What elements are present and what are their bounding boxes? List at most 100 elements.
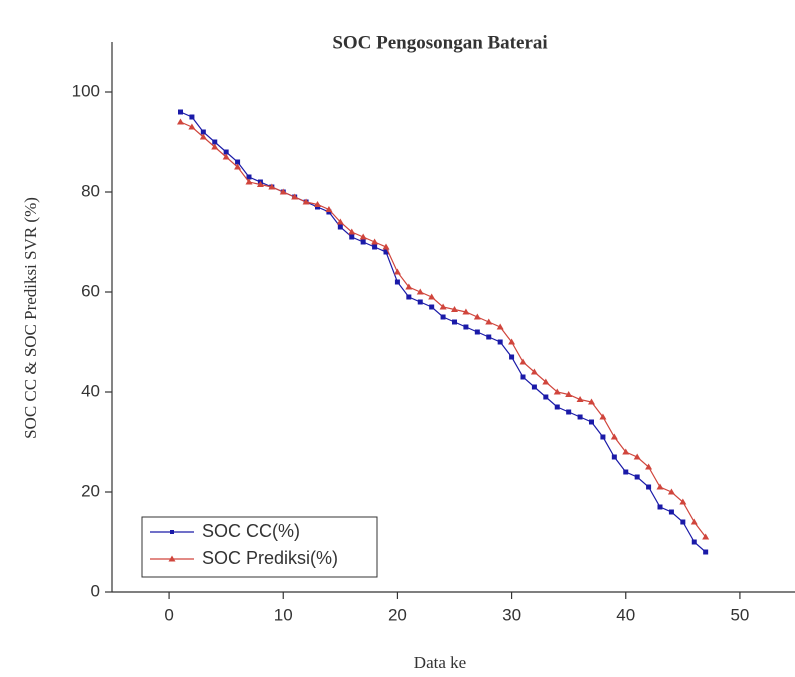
marker <box>371 238 379 245</box>
y-tick-label: 80 <box>81 181 100 200</box>
marker <box>405 283 413 290</box>
marker <box>703 549 709 555</box>
marker <box>566 409 572 415</box>
marker <box>393 268 401 275</box>
marker <box>530 368 538 375</box>
marker <box>451 306 458 312</box>
marker <box>222 153 230 160</box>
marker <box>223 149 229 155</box>
marker <box>610 433 618 440</box>
marker <box>520 374 526 380</box>
x-tick-label: 20 <box>388 605 407 624</box>
marker <box>473 313 481 320</box>
marker <box>576 396 584 402</box>
marker <box>497 339 503 345</box>
x-axis-label: Data ke <box>414 653 466 672</box>
marker <box>348 228 356 235</box>
marker <box>452 319 457 325</box>
legend-label: SOC Prediksi(%) <box>202 548 338 568</box>
marker <box>657 504 663 510</box>
y-tick-label: 40 <box>81 381 100 400</box>
marker <box>623 469 629 475</box>
legend-box <box>141 516 378 578</box>
legend-marker <box>168 555 176 562</box>
marker <box>690 518 698 525</box>
marker <box>462 308 470 315</box>
marker <box>599 413 607 420</box>
series-line <box>180 111 707 553</box>
marker <box>382 243 390 250</box>
marker <box>234 163 242 170</box>
marker <box>429 304 435 310</box>
marker <box>440 314 446 320</box>
marker <box>200 129 206 135</box>
marker <box>268 183 276 190</box>
marker <box>302 198 310 205</box>
marker <box>439 303 447 310</box>
marker <box>656 483 664 490</box>
marker <box>577 414 583 420</box>
y-tick-label: 60 <box>81 281 100 300</box>
marker <box>394 279 400 285</box>
marker <box>383 249 389 255</box>
marker <box>633 453 641 460</box>
marker <box>588 398 595 405</box>
marker <box>360 239 366 245</box>
marker <box>474 329 480 335</box>
marker <box>485 318 493 325</box>
marker <box>600 434 606 440</box>
marker <box>589 419 594 425</box>
x-tick-label: 30 <box>502 605 521 624</box>
y-tick-label: 20 <box>81 481 100 500</box>
marker <box>189 114 195 120</box>
marker <box>668 509 674 515</box>
x-tick-label: 50 <box>730 605 749 624</box>
marker <box>428 293 436 300</box>
marker <box>634 474 640 480</box>
marker <box>646 484 652 490</box>
marker <box>531 384 537 390</box>
marker <box>349 234 355 240</box>
legend-marker <box>170 530 174 534</box>
marker <box>519 358 527 365</box>
marker <box>372 244 378 250</box>
marker <box>702 533 710 540</box>
marker <box>188 123 196 130</box>
marker <box>291 193 299 200</box>
marker <box>359 233 367 240</box>
marker <box>543 394 549 400</box>
marker <box>177 118 184 125</box>
marker <box>679 498 687 505</box>
marker <box>256 181 264 187</box>
marker <box>325 206 333 212</box>
marker <box>212 139 218 145</box>
marker <box>199 133 207 140</box>
marker <box>406 294 412 300</box>
marker <box>611 454 617 460</box>
marker <box>553 388 561 395</box>
marker <box>565 391 573 397</box>
marker <box>509 354 515 360</box>
y-axis-label: SOC CC & SOC Prediksi SVR (%) <box>21 197 40 439</box>
marker <box>245 178 253 185</box>
legend-label: SOC CC(%) <box>202 521 300 541</box>
marker <box>314 201 321 207</box>
marker <box>554 404 560 410</box>
marker <box>496 323 504 330</box>
marker <box>417 299 423 305</box>
marker <box>178 109 183 115</box>
marker <box>279 188 287 195</box>
marker <box>336 218 344 225</box>
chart-title: SOC Pengosongan Baterai <box>332 32 547 53</box>
x-tick-label: 10 <box>274 605 293 624</box>
marker <box>508 338 516 345</box>
marker <box>622 448 630 455</box>
marker <box>542 378 550 385</box>
marker <box>645 463 653 470</box>
marker <box>337 224 343 230</box>
marker <box>416 288 424 295</box>
marker <box>667 488 675 495</box>
y-tick-label: 100 <box>72 81 100 100</box>
marker <box>211 143 219 150</box>
